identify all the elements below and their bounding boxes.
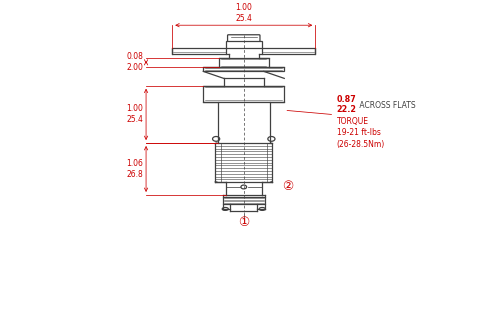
Text: ACROSS FLATS: ACROSS FLATS	[357, 101, 415, 110]
Bar	[262, 49, 315, 54]
FancyBboxPatch shape	[228, 35, 260, 42]
Text: 1.06
26.8: 1.06 26.8	[126, 159, 143, 179]
Bar	[203, 67, 284, 71]
Text: ②: ②	[282, 181, 293, 193]
Text: 1.00
25.4: 1.00 25.4	[126, 104, 143, 124]
Bar	[217, 102, 270, 143]
Bar	[172, 49, 226, 54]
Text: 0.87
22.2: 0.87 22.2	[337, 95, 357, 114]
Text: 1.00
25.4: 1.00 25.4	[235, 3, 252, 23]
Text: ①: ①	[238, 216, 250, 229]
Text: TORQUE
19-21 ft-lbs
(26-28.5Nm): TORQUE 19-21 ft-lbs (26-28.5Nm)	[337, 116, 385, 149]
Bar	[223, 197, 265, 204]
Text: 0.08
2.00: 0.08 2.00	[126, 52, 143, 72]
Bar	[226, 41, 262, 49]
Bar	[203, 86, 284, 102]
Bar	[219, 58, 269, 67]
